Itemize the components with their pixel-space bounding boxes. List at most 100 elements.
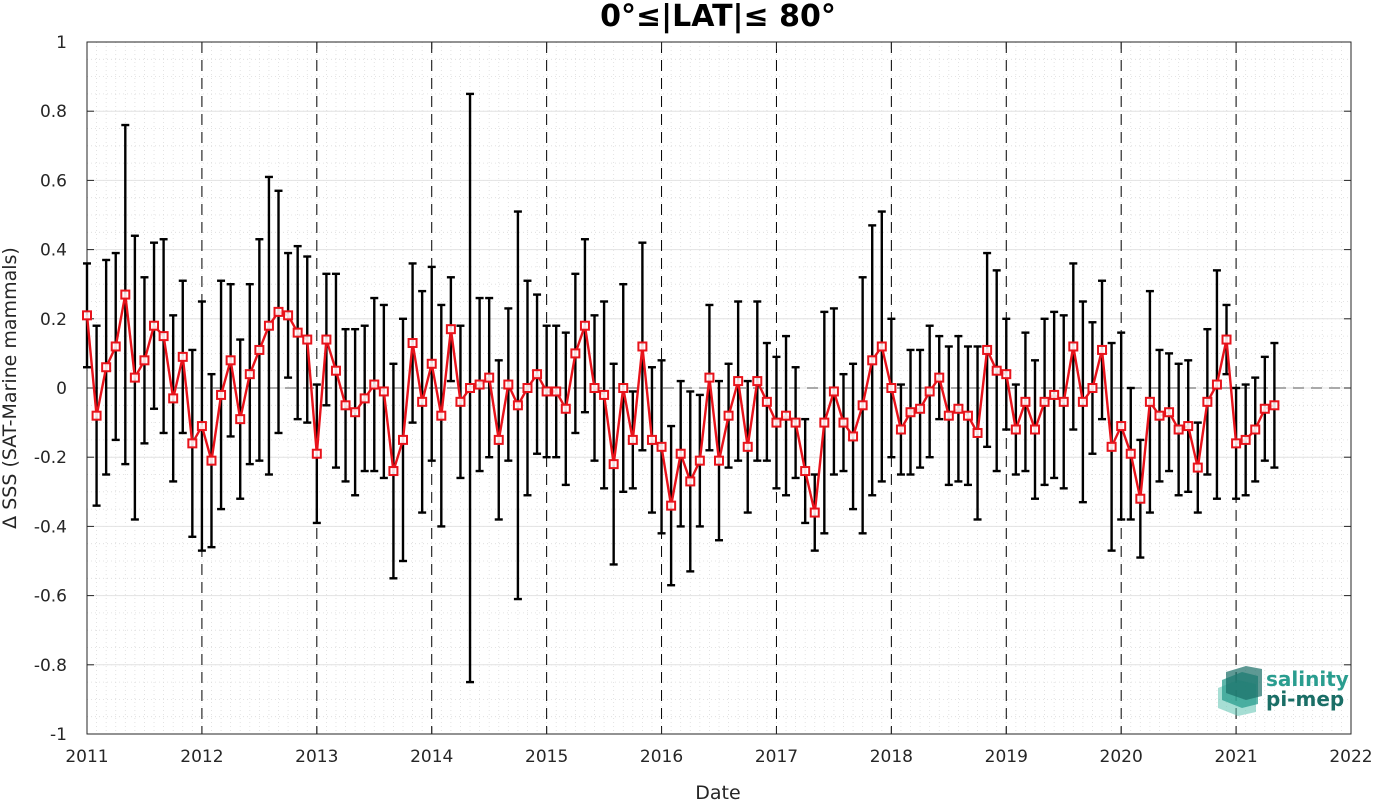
data-point-marker	[1049, 389, 1060, 400]
data-point-marker	[1077, 396, 1088, 407]
chart-title: 0°≤|LAT|≤ 80°	[600, 0, 836, 34]
data-point-marker	[1106, 441, 1117, 452]
data-point-marker	[398, 434, 408, 445]
x-tick-label: 2022	[1329, 747, 1372, 767]
data-point-marker	[848, 431, 859, 442]
data-point-marker	[934, 372, 945, 383]
data-point-marker	[685, 476, 696, 487]
y-tick-label: -0.4	[34, 517, 67, 537]
salinity-pi-mep-logo: salinity pi-mep	[1218, 666, 1349, 716]
data-point-marker	[1250, 424, 1261, 435]
data-point-marker	[225, 355, 236, 366]
data-point-marker	[426, 358, 437, 369]
data-point-marker	[819, 417, 830, 428]
data-point-marker	[1164, 407, 1175, 418]
data-point-marker	[991, 365, 1002, 376]
data-point-marker	[283, 310, 294, 321]
data-point-marker	[1221, 334, 1232, 345]
data-point-marker	[867, 355, 878, 366]
data-point-marker	[82, 310, 92, 321]
y-tick-label: 0.6	[40, 171, 67, 191]
data-point-marker	[579, 320, 590, 331]
data-point-marker	[646, 434, 657, 445]
y-tick-label: 0.2	[40, 310, 67, 330]
data-point-marker	[187, 438, 198, 449]
x-tick-label: 2017	[755, 747, 798, 767]
data-point-marker	[1020, 396, 1031, 407]
data-point-marker	[235, 414, 246, 425]
x-tick-label: 2018	[870, 747, 913, 767]
data-point-marker	[1039, 396, 1050, 407]
data-point-marker	[560, 403, 571, 414]
data-point-marker	[905, 407, 916, 418]
data-point-marker	[1001, 369, 1012, 380]
data-point-marker	[733, 376, 744, 387]
data-point-marker	[982, 344, 993, 355]
data-point-marker	[340, 400, 351, 411]
data-point-marker	[206, 455, 217, 466]
data-point-marker	[168, 393, 179, 404]
data-point-marker	[149, 320, 160, 331]
data-point-marker	[1192, 462, 1203, 473]
data-point-marker	[637, 341, 648, 352]
y-tick-label: 0.4	[40, 241, 67, 261]
data-point-marker	[445, 324, 456, 335]
data-point-marker	[512, 400, 523, 411]
data-point-marker	[91, 410, 102, 421]
data-point-marker	[618, 383, 629, 393]
y-tick-label: -1	[50, 725, 67, 745]
data-point-marker	[369, 379, 380, 390]
data-point-marker	[455, 396, 466, 407]
data-point-marker	[129, 372, 140, 383]
data-point-marker	[608, 459, 619, 470]
y-tick-label: -0.2	[34, 448, 67, 468]
data-point-marker	[953, 403, 964, 414]
data-point-marker	[359, 393, 370, 404]
data-point-marker	[943, 410, 954, 421]
data-point-marker	[828, 386, 839, 397]
data-point-marker	[120, 289, 131, 300]
data-point-marker	[962, 410, 973, 421]
data-point-marker	[666, 500, 677, 511]
data-point-marker	[790, 417, 801, 428]
data-point-marker	[1173, 424, 1184, 435]
data-point-marker	[1135, 493, 1146, 504]
data-point-marker	[895, 424, 906, 435]
data-point-marker	[532, 369, 543, 380]
data-point-marker	[781, 410, 792, 421]
data-point-marker	[1030, 424, 1040, 435]
data-point-marker	[474, 379, 485, 390]
data-point-marker	[915, 403, 926, 414]
x-tick-label: 2021	[1214, 747, 1257, 767]
data-point-marker	[484, 372, 495, 383]
data-point-marker	[254, 344, 265, 355]
data-point-marker	[723, 410, 734, 421]
data-point-marker	[1269, 400, 1280, 411]
data-point-marker	[1058, 396, 1069, 407]
data-point-marker	[752, 376, 763, 387]
data-point-marker	[350, 407, 361, 418]
data-point-marker	[924, 386, 935, 397]
data-point-marker	[570, 348, 581, 359]
data-point-marker	[101, 362, 112, 373]
data-point-marker	[838, 417, 849, 428]
x-axis-label: Date	[695, 782, 740, 801]
data-point-marker	[1183, 421, 1194, 432]
logo-mark-icon	[1218, 666, 1262, 716]
data-point-marker	[330, 365, 341, 376]
data-point-marker	[886, 383, 897, 393]
data-point-marker	[1125, 448, 1136, 459]
data-point-marker	[589, 383, 600, 393]
x-tick-label: 2020	[1100, 747, 1143, 767]
data-point-marker	[876, 341, 887, 352]
data-point-marker	[1259, 403, 1270, 414]
data-point-marker	[809, 507, 820, 518]
data-point-marker	[216, 389, 227, 400]
data-point-marker	[503, 379, 514, 390]
data-point-marker	[800, 466, 811, 477]
data-point-marker	[417, 396, 428, 407]
data-point-marker	[541, 386, 552, 397]
data-point-marker	[675, 448, 686, 459]
data-point-marker	[714, 455, 724, 466]
